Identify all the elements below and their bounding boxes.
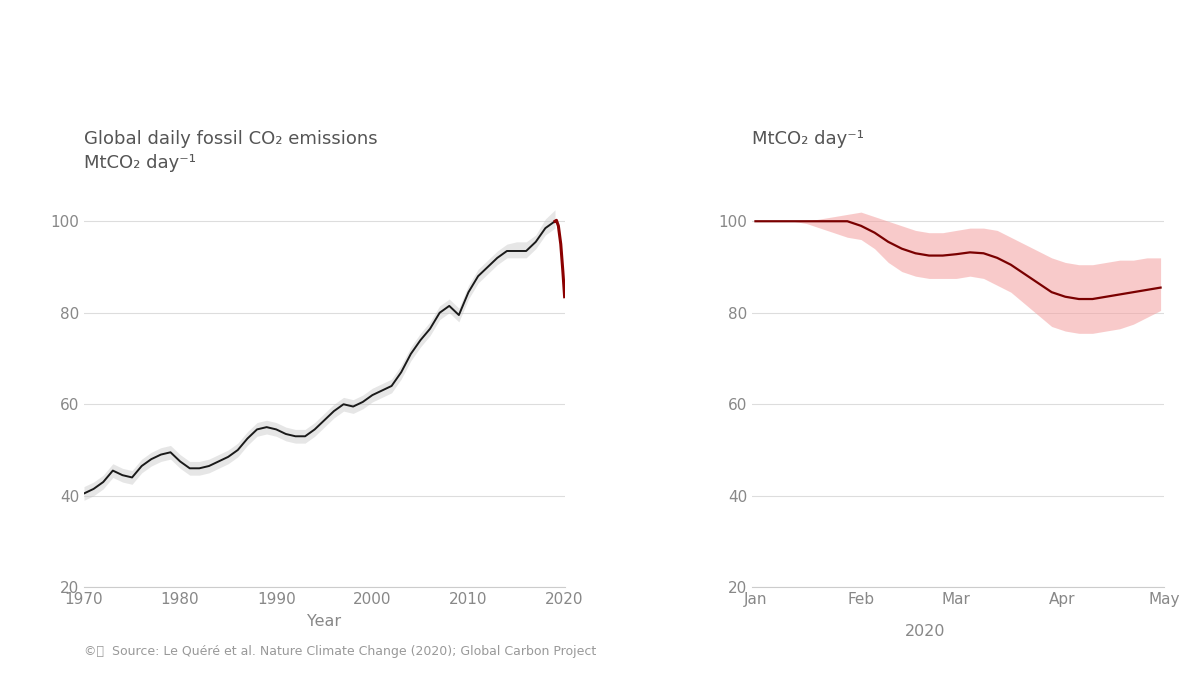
Text: 2020: 2020 <box>905 624 946 639</box>
Text: MtCO₂ day⁻¹: MtCO₂ day⁻¹ <box>84 154 196 172</box>
Text: Global daily fossil CO₂ emissions: Global daily fossil CO₂ emissions <box>84 130 378 148</box>
Text: MtCO₂ day⁻¹: MtCO₂ day⁻¹ <box>752 130 864 148</box>
Text: ©ⓘ  Source: Le Quéré et al. Nature Climate Change (2020); Global Carbon Project: ©ⓘ Source: Le Quéré et al. Nature Climat… <box>84 645 596 658</box>
X-axis label: Year: Year <box>307 614 341 629</box>
